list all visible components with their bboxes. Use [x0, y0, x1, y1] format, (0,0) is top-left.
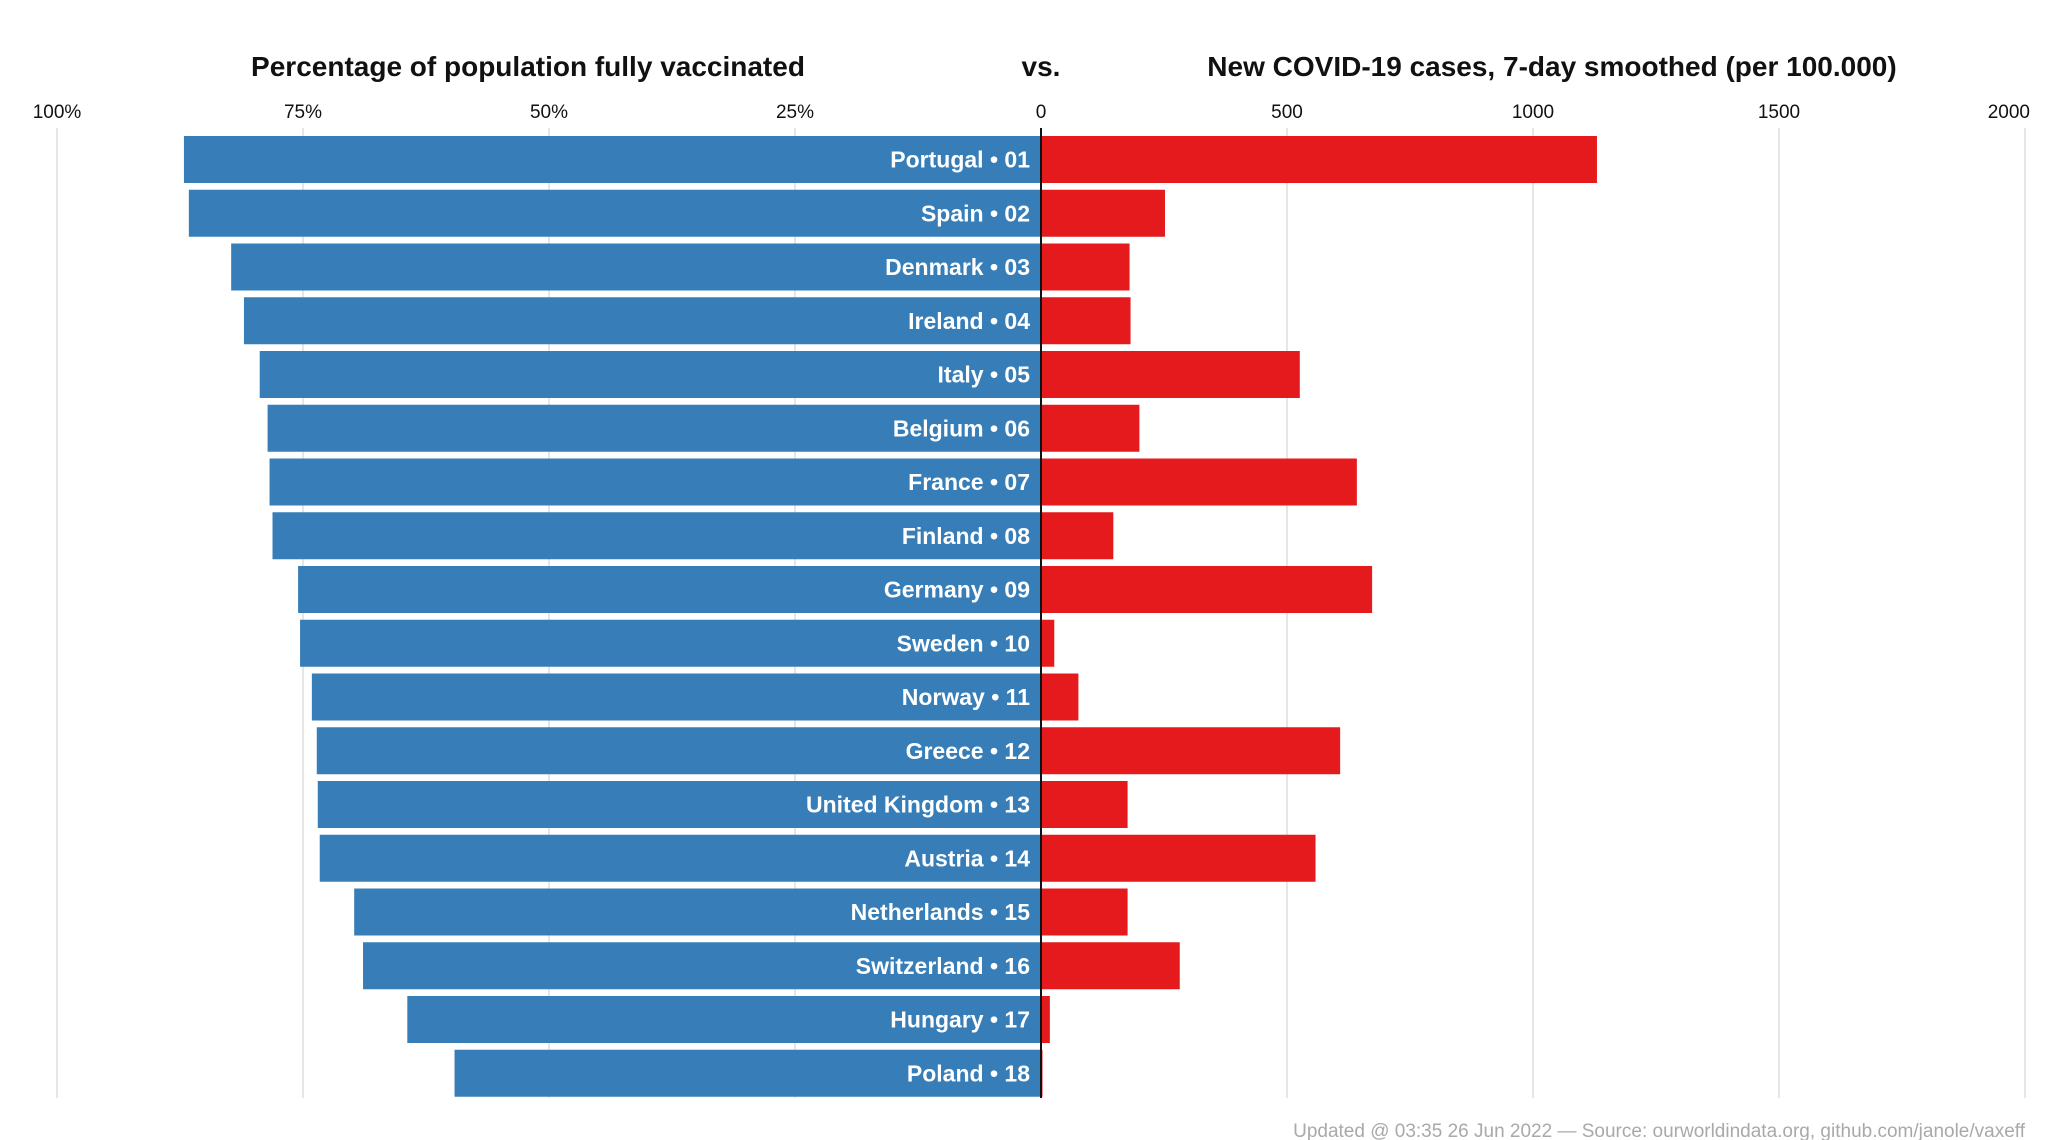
country-label: Belgium • 06 [893, 415, 1030, 441]
tick-label-left: 50% [530, 102, 568, 123]
bar-cases [1041, 512, 1114, 560]
bar-cases [1041, 781, 1128, 828]
country-label: France • 07 [908, 469, 1030, 495]
country-label: Netherlands • 15 [851, 899, 1031, 925]
country-label: United Kingdom • 13 [806, 792, 1030, 818]
bar-cases [1041, 136, 1597, 183]
bar-vaccinated [298, 566, 1042, 613]
country-label: Hungary • 17 [890, 1007, 1030, 1033]
bar-cases [1041, 189, 1165, 237]
bar-vaccinated [183, 136, 1041, 183]
country-label: Norway • 11 [902, 684, 1030, 710]
bar-cases [1041, 458, 1357, 506]
footer-source: Updated @ 03:35 26 Jun 2022 — Source: ou… [1293, 1121, 2026, 1140]
tick-label-right: 500 [1271, 102, 1303, 123]
country-label: Greece • 12 [906, 738, 1030, 764]
country-label: Italy • 05 [938, 362, 1031, 388]
tick-label-left: 0 [1036, 102, 1047, 123]
bar-vaccinated [317, 781, 1041, 828]
vaccinated-bars [183, 136, 1042, 1097]
country-label: Sweden • 10 [897, 630, 1030, 656]
bar-cases [1041, 673, 1079, 721]
bar-cases [1041, 996, 1050, 1043]
country-label: Spain • 02 [921, 200, 1030, 226]
bar-vaccinated [407, 996, 1042, 1043]
country-labels: Portugal • 01 Spain • 02 Denmark • 03 Irela… [806, 147, 1030, 1087]
bar-cases [1041, 243, 1130, 291]
bar-cases [1041, 351, 1300, 398]
bar-cases [1041, 404, 1140, 452]
bar-vaccinated [454, 1049, 1041, 1097]
bar-vaccinated [188, 189, 1041, 237]
bar-cases [1041, 942, 1180, 990]
country-label: Ireland • 04 [908, 308, 1030, 334]
bar-vaccinated [316, 727, 1041, 775]
bar-cases [1041, 297, 1131, 345]
bar-vaccinated [272, 512, 1042, 560]
title-left: Percentage of population fully vaccinate… [251, 51, 805, 82]
bar-cases [1041, 834, 1316, 882]
country-label: Germany • 09 [884, 577, 1030, 603]
title-right: New COVID-19 cases, 7-day smoothed (per … [1207, 51, 1896, 82]
bar-vaccinated [243, 297, 1041, 345]
tick-label-left: 75% [284, 102, 322, 123]
bar-cases [1041, 888, 1128, 936]
cases-bars [1041, 136, 1597, 1097]
bar-cases [1041, 619, 1055, 667]
tick-label-right: 1000 [1512, 102, 1554, 123]
axis-ticks: 100% 75% 50% 25% 0 500 1000 1500 2000 [33, 102, 2030, 123]
bar-vaccinated [269, 458, 1041, 506]
bar-vaccinated [311, 673, 1042, 721]
bar-vaccinated [319, 834, 1041, 882]
bar-vaccinated [259, 351, 1042, 398]
bar-vaccinated [354, 888, 1042, 936]
tick-label-left: 100% [33, 102, 82, 123]
country-label: Portugal • 01 [890, 147, 1030, 173]
bar-vaccinated [231, 243, 1042, 291]
bar-cases [1041, 566, 1373, 613]
bar-cases [1041, 727, 1341, 775]
tick-label-right: 1500 [1758, 102, 1800, 123]
country-label: Denmark • 03 [885, 254, 1030, 280]
country-label: Austria • 14 [904, 845, 1030, 871]
bar-vaccinated [363, 942, 1041, 990]
tick-label-left: 25% [776, 102, 814, 123]
tick-label-right: 2000 [1988, 102, 2030, 123]
bar-vaccinated [300, 619, 1042, 667]
country-label: Finland • 08 [902, 523, 1030, 549]
bar-vaccinated [267, 404, 1041, 452]
title-vs: vs. [1022, 51, 1061, 82]
country-label: Switzerland • 16 [856, 953, 1030, 979]
country-label: Poland • 18 [907, 1060, 1030, 1086]
